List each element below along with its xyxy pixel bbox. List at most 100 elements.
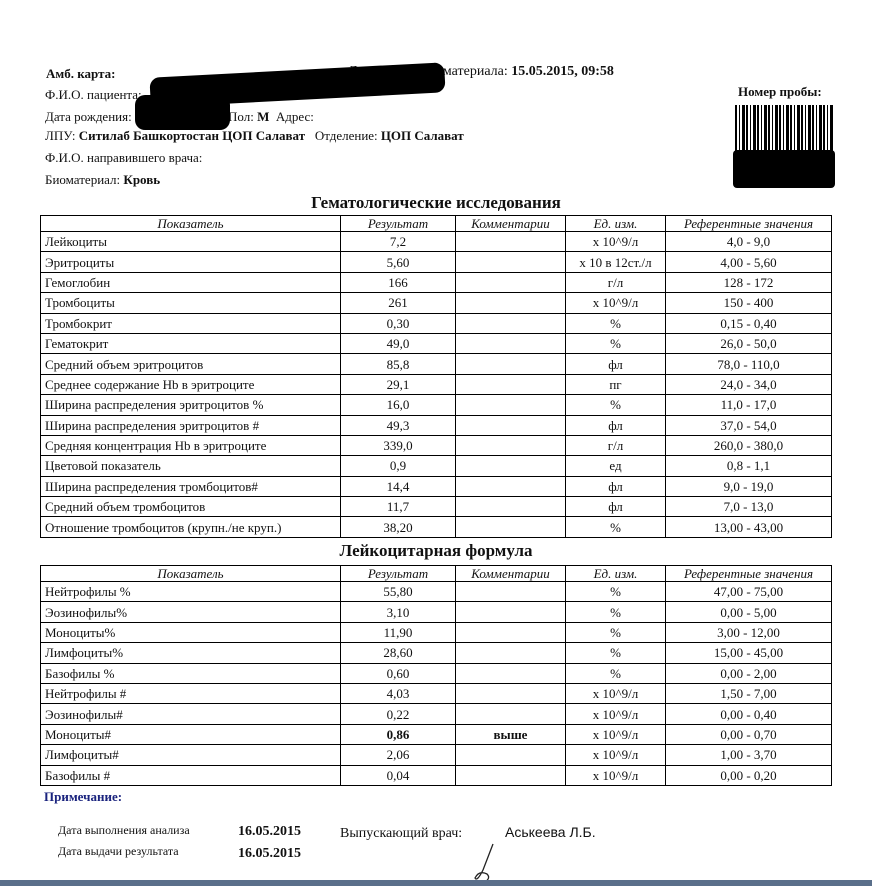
- cell: Лимфоциты#: [40, 744, 341, 766]
- table-row: Моноциты# 0,86 выше x 10^9/л 0,00 - 0,70: [40, 723, 832, 746]
- cell: [455, 373, 566, 396]
- cell: выше: [455, 723, 566, 746]
- cell: %: [565, 642, 666, 664]
- table-row: Базофилы #0,04 x 10^9/л 0,00 - 0,20: [40, 764, 832, 786]
- table-row: Гематокрит 49,0% 26,0 - 50,0: [40, 332, 832, 355]
- taskbar: [0, 880, 872, 886]
- cell: %: [565, 332, 666, 355]
- cell: 11,90: [340, 621, 456, 644]
- birth-label: Дата рождения:: [45, 109, 132, 124]
- cell: [455, 475, 566, 498]
- sex-address: Пол: М Адрес:: [228, 109, 314, 124]
- cell: Средний объем эритроцитов: [40, 353, 341, 375]
- table-row: Гемоглобин 166 г/л 128 - 172: [40, 271, 832, 294]
- cell: 339,0: [340, 434, 456, 457]
- cell: 4,0 - 9,0: [665, 230, 832, 253]
- redaction: [733, 150, 835, 188]
- cell: Гематокрит: [40, 332, 341, 355]
- column-header: Комментарии: [455, 565, 566, 582]
- table-row: Базофилы % 0,60% 0,00 - 2,00: [40, 662, 832, 684]
- cell: Лейкоциты: [40, 230, 341, 253]
- cell: [455, 312, 566, 334]
- table-row: Средний объем тромбоцитов 11,7 фл 7,0 - 13,…: [40, 496, 832, 518]
- cell: Нейтрофилы #: [40, 682, 341, 705]
- cell: Лимфоциты%: [40, 642, 341, 664]
- cell: 85,8: [340, 353, 456, 375]
- cell: %: [565, 394, 666, 416]
- cell: [455, 621, 566, 644]
- column-header: Референтные значения: [665, 215, 832, 232]
- lpu: ЛПУ: Ситилаб Башкортостан ЦОП Салават От…: [45, 128, 464, 143]
- cell: ед: [565, 455, 666, 477]
- cell: [455, 414, 566, 436]
- cell: x 10 в 12ст./л: [565, 251, 666, 273]
- leukocyte-table: Показатель Результат Комментарии Ед. изм. Ре…: [40, 565, 832, 786]
- cell: 13,00 - 43,00: [665, 516, 832, 538]
- column-header: Результат: [340, 215, 456, 232]
- cell: Средняя концентрация Hb в эритроците: [40, 434, 341, 457]
- cell: [455, 703, 566, 725]
- column-header: Ед. изм.: [565, 565, 666, 582]
- table-row: Нейтрофилы % 55,80% 47,00 - 75,00: [40, 580, 832, 603]
- cell: Ширина распределения тромбоцитов#: [40, 475, 341, 498]
- header-row: Показатель Результат Комментарии Ед. изм. Ре…: [40, 565, 832, 582]
- cell: 7,2: [340, 230, 456, 253]
- cell: 1,00 - 3,70: [665, 744, 832, 766]
- cell: г/л: [565, 434, 666, 457]
- cell: 3,10: [340, 601, 456, 623]
- cell: 2,06: [340, 744, 456, 766]
- table-row: Средняя концентрация Hb в эритроците 339,…: [40, 434, 832, 457]
- cell: 9,0 - 19,0: [665, 475, 832, 498]
- cell: Моноциты#: [40, 723, 341, 746]
- cell: 78,0 - 110,0: [665, 353, 832, 375]
- cell: 7,0 - 13,0: [665, 496, 832, 518]
- cell: [455, 744, 566, 766]
- cell: Эозинофилы%: [40, 601, 341, 623]
- cell: 38,20: [340, 516, 456, 538]
- cell: 260,0 - 380,0: [665, 434, 832, 457]
- cell: Среднее содержание Hb в эритроците: [40, 373, 341, 396]
- table-row: Цветовой показатель 0,9 ед 0,8 - 1,1: [40, 455, 832, 477]
- cell: [455, 353, 566, 375]
- cell: [455, 332, 566, 355]
- signature: [474, 843, 494, 883]
- cell: x 10^9/л: [565, 723, 666, 746]
- table-row: Лейкоциты 7,2 x 10^9/л 4,0 - 9,0: [40, 230, 832, 253]
- cell: 14,4: [340, 475, 456, 498]
- issue-date-label: Дата выдачи результата: [58, 844, 179, 858]
- table-row: Моноциты% 11,90% 3,00 - 12,00: [40, 621, 832, 644]
- cell: x 10^9/л: [565, 230, 666, 253]
- column-header: Референтные значения: [665, 565, 832, 582]
- cell: 166: [340, 271, 456, 294]
- cell: [455, 434, 566, 457]
- cell: x 10^9/л: [565, 682, 666, 705]
- doctor-label: Ф.И.О. направившего врача:: [45, 150, 203, 165]
- cell: фл: [565, 475, 666, 498]
- cell: [455, 662, 566, 684]
- cell: 47,00 - 75,00: [665, 580, 832, 603]
- cell: 0,30: [340, 312, 456, 334]
- cell: 0,00 - 0,20: [665, 764, 832, 786]
- cell: 49,3: [340, 414, 456, 436]
- header-row: Показатель Результат Комментарии Ед. изм. Ре…: [40, 215, 832, 232]
- cell: 11,7: [340, 496, 456, 518]
- cell: [455, 516, 566, 538]
- doctor-name: Аськеева Л.Б.: [505, 824, 596, 840]
- cell: 3,00 - 12,00: [665, 621, 832, 644]
- column-header: Показатель: [40, 215, 341, 232]
- table-row: Эозинофилы% 3,10% 0,00 - 5,00: [40, 601, 832, 623]
- cell: 4,03: [340, 682, 456, 705]
- cell: x 10^9/л: [565, 764, 666, 786]
- cell: Базофилы %: [40, 662, 341, 684]
- cell: 0,00 - 0,70: [665, 723, 832, 746]
- cell: Отношение тромбоцитов (крупн./не круп.): [40, 516, 341, 538]
- cell: Цветовой показатель: [40, 455, 341, 477]
- cell: [455, 764, 566, 786]
- cell: 0,9: [340, 455, 456, 477]
- cell: [455, 230, 566, 253]
- cell: Гемоглобин: [40, 271, 341, 294]
- cell: %: [565, 621, 666, 644]
- cell: 0,00 - 0,40: [665, 703, 832, 725]
- cell: [455, 642, 566, 664]
- cell: Средний объем тромбоцитов: [40, 496, 341, 518]
